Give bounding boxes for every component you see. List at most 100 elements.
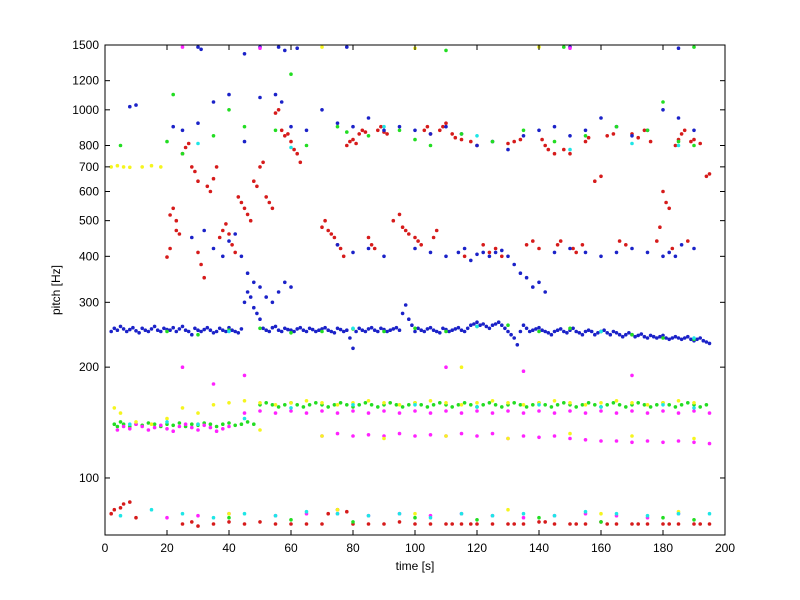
data-point [444, 409, 448, 413]
data-point [413, 511, 417, 516]
data-point [698, 405, 702, 409]
data-point [162, 326, 166, 331]
data-point [515, 343, 520, 347]
data-point [152, 422, 157, 427]
data-point [475, 320, 479, 325]
data-point [227, 511, 231, 516]
data-point [227, 239, 231, 243]
data-point [388, 401, 393, 405]
data-point [676, 439, 681, 443]
data-point [205, 325, 210, 330]
data-point [283, 134, 287, 138]
data-point [233, 250, 237, 255]
data-point [568, 409, 572, 413]
data-point [496, 320, 501, 325]
data-point [472, 322, 476, 326]
data-point [506, 147, 510, 152]
data-point [512, 401, 516, 405]
data-point [450, 132, 455, 136]
data-point [196, 524, 200, 528]
data-point [413, 434, 417, 438]
data-point [630, 246, 634, 251]
data-point [360, 328, 365, 333]
data-point [190, 165, 194, 169]
data-point [227, 232, 231, 236]
data-point [692, 143, 696, 148]
data-point [543, 143, 547, 148]
data-point [388, 328, 393, 333]
data-point [506, 141, 510, 146]
data-point [456, 325, 461, 330]
data-point [633, 334, 637, 339]
data-point [109, 165, 113, 169]
data-point [115, 424, 120, 429]
data-point [252, 280, 256, 285]
data-point [562, 329, 566, 334]
data-point [258, 520, 262, 524]
data-point [140, 424, 144, 429]
data-point [568, 134, 572, 138]
data-point [366, 522, 371, 526]
data-point [524, 243, 529, 247]
data-point [521, 434, 526, 438]
data-point [407, 232, 411, 236]
data-point [146, 421, 151, 425]
data-point [661, 515, 665, 520]
data-point [202, 228, 206, 233]
data-point [146, 428, 151, 432]
data-point [673, 334, 678, 339]
data-point [372, 246, 377, 251]
data-point [562, 401, 566, 405]
data-point [661, 336, 665, 340]
data-point [568, 246, 572, 251]
data-point [661, 522, 665, 526]
data-point [444, 48, 448, 53]
data-point [385, 132, 389, 136]
data-point [571, 326, 575, 331]
data-point [211, 134, 216, 138]
data-point [636, 522, 640, 526]
data-point [242, 373, 247, 378]
data-point [624, 405, 628, 409]
data-point [425, 405, 430, 409]
data-point [599, 116, 603, 120]
x-tick-label: 120 [467, 541, 487, 555]
data-point [372, 328, 377, 333]
data-point [121, 165, 126, 169]
data-point [233, 329, 237, 334]
data-point [397, 411, 402, 415]
data-point [487, 250, 492, 255]
data-point [332, 235, 337, 240]
data-point [661, 108, 665, 112]
data-point [459, 137, 464, 142]
y-tick-label: 600 [79, 185, 99, 199]
data-point [707, 411, 712, 415]
data-point [242, 511, 247, 516]
data-point [676, 139, 681, 144]
y-axis-title: pitch [Hz] [49, 265, 63, 315]
data-point [165, 515, 169, 520]
data-point [642, 334, 647, 339]
data-point [428, 132, 433, 136]
data-point [462, 329, 467, 334]
data-point [521, 411, 526, 415]
data-point [599, 409, 603, 413]
data-point [565, 331, 569, 335]
data-point [174, 329, 179, 334]
data-point [493, 246, 498, 251]
data-point [134, 329, 138, 333]
data-point [366, 246, 371, 251]
data-point [273, 92, 278, 97]
data-point [459, 411, 464, 415]
data-point [568, 401, 572, 405]
data-point [611, 329, 616, 334]
data-point [214, 429, 219, 434]
data-point [484, 324, 489, 329]
data-point [692, 436, 696, 441]
data-point [242, 124, 247, 129]
data-point [279, 128, 284, 133]
data-point [661, 403, 665, 407]
data-point [518, 403, 523, 407]
data-point [211, 522, 216, 526]
data-point [180, 128, 185, 133]
